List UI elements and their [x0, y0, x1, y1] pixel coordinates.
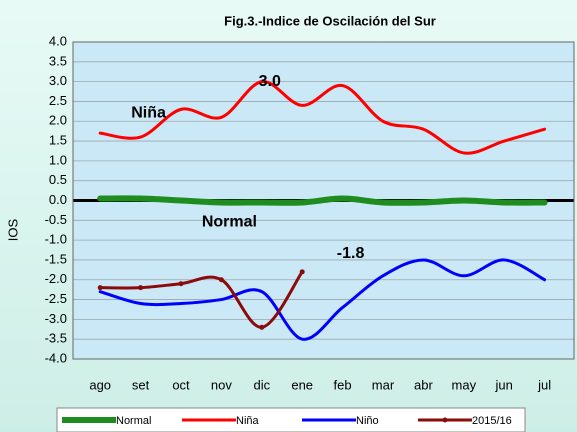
x-tick-label: oct [172, 377, 190, 392]
y-tick-label: 0.0 [49, 192, 67, 207]
y-tick-label: 1.5 [49, 133, 67, 148]
series-marker [138, 285, 144, 291]
x-tick-label: feb [334, 377, 352, 392]
y-tick-label: 2.0 [49, 113, 67, 128]
legend-label: Niña [236, 415, 260, 427]
series-line [98, 80, 547, 155]
annotation: 3.0 [259, 73, 281, 90]
series-line [98, 258, 547, 341]
x-tick-label: abr [414, 377, 433, 392]
legend-label: Niño [356, 415, 379, 427]
series-marker [97, 285, 103, 291]
x-tick-label: nov [211, 377, 232, 392]
series-marker [259, 324, 265, 330]
annotation: Niña [131, 105, 166, 122]
y-tick-label: -1.5 [45, 251, 67, 266]
series-marker [218, 277, 224, 283]
x-tick-label: dic [253, 377, 270, 392]
x-tick-label: may [452, 377, 477, 392]
y-tick-label: 1.0 [49, 152, 67, 167]
y-tick-label: -0.5 [45, 212, 67, 227]
series-marker [299, 269, 305, 275]
x-tick-label: jul [537, 377, 551, 392]
x-tick-label: jun [495, 377, 513, 392]
y-tick-label: -2.0 [45, 271, 67, 286]
legend-marker [442, 417, 448, 423]
y-tick-label: -3.5 [45, 331, 67, 346]
annotation: Normal [202, 214, 257, 231]
y-tick-label: -2.5 [45, 291, 67, 306]
y-tick-label: 0.5 [49, 172, 67, 187]
x-tick-label: ago [89, 377, 111, 392]
y-tick-label: -4.0 [45, 350, 67, 365]
series-line [97, 195, 548, 206]
annotation: -1.8 [337, 245, 365, 262]
y-axis-label: IOS [5, 218, 20, 241]
legend-label: Normal [116, 415, 151, 427]
y-tick-label: 3.5 [49, 53, 67, 68]
legend-label: 2015/16 [472, 415, 512, 427]
y-tick-label: -3.0 [45, 311, 67, 326]
y-tick-label: 3.0 [49, 73, 67, 88]
series-marker [178, 281, 184, 287]
chart-title: Fig.3.-Indice de Oscilación del Sur [224, 13, 436, 28]
x-tick-label: ene [291, 377, 313, 392]
y-tick-label: 2.5 [49, 93, 67, 108]
y-tick-label: 4.0 [49, 33, 67, 48]
x-tick-label: set [132, 377, 150, 392]
plot-border [72, 41, 575, 360]
y-tick-label: -1.0 [45, 232, 67, 247]
x-tick-label: mar [372, 377, 395, 392]
